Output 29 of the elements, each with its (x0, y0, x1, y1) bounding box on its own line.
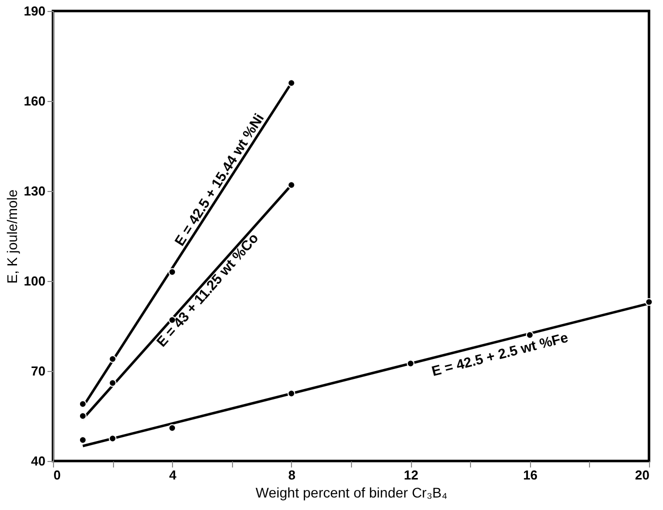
point (288, 79, 296, 87)
y-axis-title: E, K joule/mole (4, 189, 20, 284)
y-tick-label: 70 (31, 364, 46, 378)
annotation: E = 42.5 + 2.5 wt %Fe (430, 328, 570, 380)
x-axis-title: Weight percent of binder Cr₃B₄ (256, 484, 448, 500)
y-tick-label: 100 (24, 274, 46, 288)
point (288, 181, 296, 189)
x-tick-label: 4 (169, 468, 178, 482)
point (78, 412, 87, 420)
x-tick-label: 0 (54, 468, 61, 482)
point (168, 424, 176, 432)
x-tick-label: 20 (635, 468, 650, 482)
point (288, 390, 296, 398)
point (526, 331, 534, 339)
point (645, 298, 653, 306)
y-tick-label: 40 (31, 454, 46, 468)
point (108, 379, 116, 387)
point (168, 268, 176, 276)
point (406, 360, 414, 368)
x-tick-label: 16 (523, 468, 538, 482)
y-tick-label: 160 (24, 94, 46, 108)
x-tick-label: 8 (288, 468, 296, 482)
point (108, 355, 116, 363)
y-tick-label: 130 (24, 184, 46, 198)
y-tick-label: 190 (24, 4, 46, 18)
point (108, 434, 116, 442)
point (78, 436, 87, 444)
x-tick-label: 12 (404, 468, 418, 482)
point (78, 400, 87, 408)
